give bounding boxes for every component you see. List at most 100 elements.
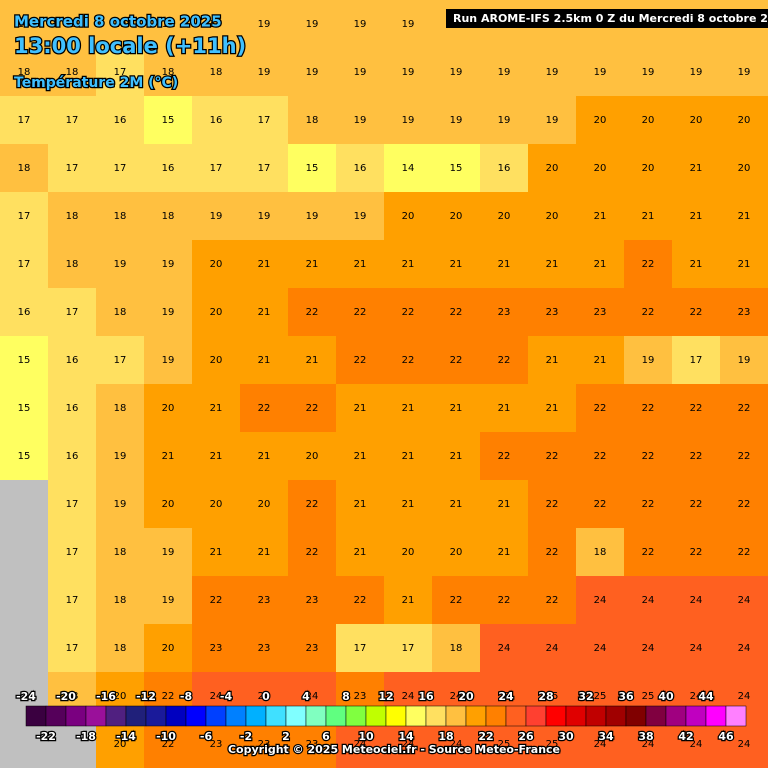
temperature-cell	[336, 192, 384, 240]
temperature-cell	[240, 96, 288, 144]
temperature-value: 17	[690, 355, 703, 366]
temperature-value: 18	[18, 19, 31, 30]
legend-label: 32	[578, 690, 593, 703]
temperature-value: 21	[258, 307, 271, 318]
legend-swatch	[645, 705, 667, 727]
temperature-value: 19	[162, 595, 175, 606]
temperature-value: 20	[738, 163, 751, 174]
temperature-cell	[240, 0, 288, 48]
temperature-cell	[720, 96, 768, 144]
temperature-value: 22	[738, 499, 751, 510]
temperature-cell	[528, 240, 576, 288]
temperature-cell	[672, 288, 720, 336]
temperature-value: 23	[738, 307, 751, 318]
temperature-cell	[192, 0, 240, 48]
temperature-cell	[384, 336, 432, 384]
temperature-value: 21	[354, 403, 367, 414]
temperature-value: 17	[66, 643, 79, 654]
temperature-value: 23	[258, 739, 271, 750]
temperature-value: 21	[258, 547, 271, 558]
temperature-cell	[480, 528, 528, 576]
temperature-cell	[336, 336, 384, 384]
legend-swatch	[705, 705, 727, 727]
temperature-value: 22	[642, 451, 655, 462]
temperature-value: 16	[66, 451, 79, 462]
temperature-value: 19	[738, 67, 751, 78]
temperature-cell	[0, 432, 48, 480]
temperature-cell	[96, 576, 144, 624]
temperature-value: 18	[450, 643, 463, 654]
temperature-value: 24	[690, 643, 703, 654]
temperature-cell	[0, 336, 48, 384]
legend-swatch	[445, 705, 467, 727]
temperature-value: 17	[402, 643, 415, 654]
legend-label: 16	[418, 690, 434, 703]
temperature-cell	[672, 480, 720, 528]
temperature-cell	[192, 192, 240, 240]
legend-swatch	[565, 705, 587, 727]
temperature-value: 21	[738, 259, 751, 270]
temperature-value: 15	[306, 163, 319, 174]
temperature-value: 22	[546, 595, 559, 606]
temperature-value: 24	[738, 643, 751, 654]
temperature-value: 19	[354, 67, 367, 78]
temperature-value: 16	[162, 163, 175, 174]
temperature-value: 19	[450, 115, 463, 126]
temperature-value: 22	[690, 451, 703, 462]
temperature-cell	[480, 192, 528, 240]
temperature-cell	[576, 48, 624, 96]
temperature-cell	[96, 336, 144, 384]
temperature-cell	[48, 96, 96, 144]
temperature-value: 19	[354, 211, 367, 222]
temperature-value: 17	[18, 259, 31, 270]
temperature-value: 22	[162, 739, 175, 750]
legend-label: -2	[240, 730, 252, 743]
temperature-value: 22	[690, 499, 703, 510]
temperature-value: 18	[18, 67, 31, 78]
temperature-cell	[96, 144, 144, 192]
temperature-value: 18	[594, 547, 607, 558]
temperature-cell	[144, 240, 192, 288]
legend-swatch	[125, 705, 147, 727]
temperature-cell	[48, 0, 96, 48]
temperature-value: 18	[114, 403, 127, 414]
temperature-value: 22	[402, 307, 415, 318]
temperature-value: 19	[258, 19, 271, 30]
temperature-value: 17	[258, 115, 271, 126]
temperature-cell	[240, 288, 288, 336]
copyright: Copyright © 2025 Meteociel.fr - Source M…	[228, 743, 560, 756]
legend-label: -12	[136, 690, 156, 703]
temperature-value: 17	[66, 307, 79, 318]
temperature-cell	[144, 336, 192, 384]
temperature-cell	[432, 432, 480, 480]
temperature-cell	[144, 480, 192, 528]
temperature-value: 20	[210, 307, 223, 318]
temperature-cell	[576, 576, 624, 624]
temperature-value: 19	[594, 67, 607, 78]
temperature-value: 20	[402, 547, 415, 558]
temperature-cell	[336, 96, 384, 144]
legend-label: -4	[220, 690, 233, 703]
temperature-cell	[336, 240, 384, 288]
legend-label: -6	[200, 730, 213, 743]
temperature-cell	[288, 240, 336, 288]
temperature-value: 20	[210, 259, 223, 270]
legend-swatch	[465, 705, 487, 727]
temperature-cell	[192, 144, 240, 192]
temperature-cell	[144, 432, 192, 480]
temperature-value: 21	[402, 403, 415, 414]
temperature-value: 20	[162, 499, 175, 510]
temperature-value: 24	[402, 739, 415, 750]
temperature-cell	[432, 528, 480, 576]
temperature-cell	[528, 192, 576, 240]
temperature-cell	[336, 624, 384, 672]
temperature-cell	[624, 576, 672, 624]
temperature-value: 22	[450, 307, 463, 318]
temperature-value: 22	[546, 547, 559, 558]
temperature-value: 18	[66, 259, 79, 270]
temperature-value: 17	[18, 211, 31, 222]
date: Mercredi 8 octobre 2025	[14, 13, 222, 31]
temperature-value: 23	[498, 307, 511, 318]
temperature-value: 24	[642, 595, 655, 606]
